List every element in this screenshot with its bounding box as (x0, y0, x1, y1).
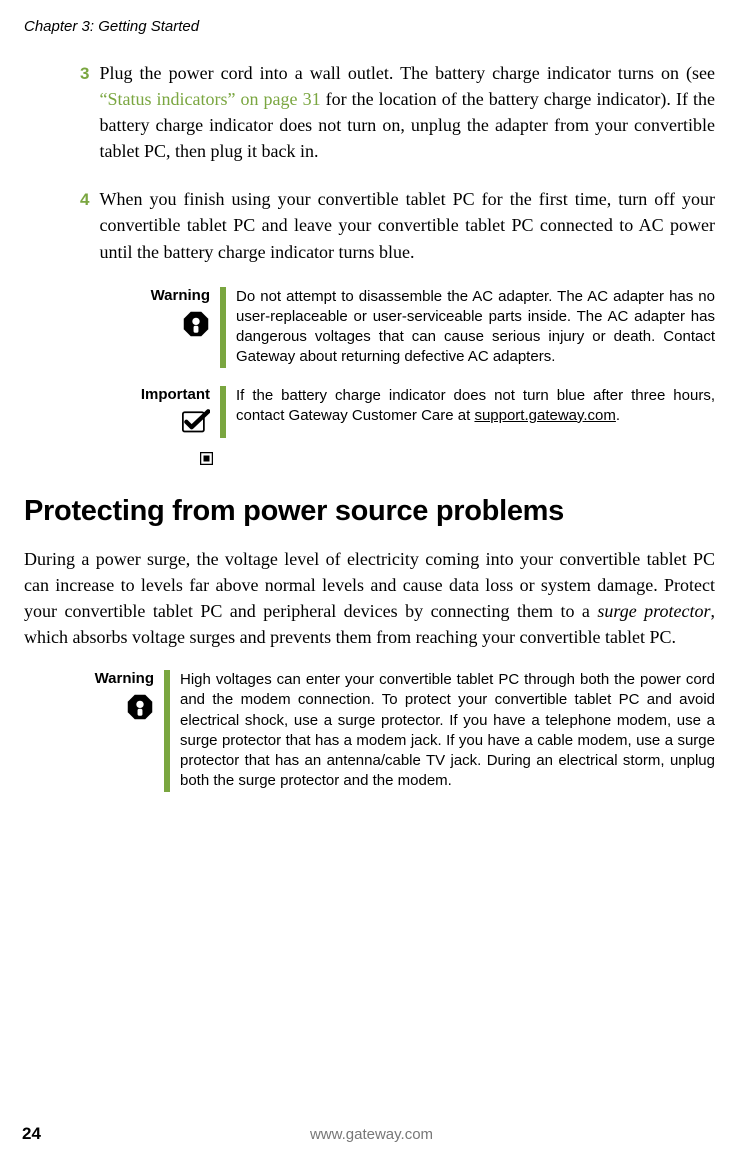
callout-body: Do not attempt to disassemble the AC ada… (226, 287, 715, 368)
warning-callout: Warning High voltages can enter your con… (58, 670, 715, 792)
step-body: Plug the power cord into a wall outlet. … (99, 60, 715, 164)
warning-icon (126, 693, 154, 726)
step-text-pre: Plug the power cord into a wall outlet. … (99, 63, 715, 83)
section-end-icon (200, 452, 213, 465)
callout-body: If the battery charge indicator does not… (226, 386, 715, 438)
page-content: 3 Plug the power cord into a wall outlet… (80, 60, 715, 810)
callout-label: Important (141, 386, 210, 403)
step-4: 4 When you finish using your convertible… (80, 186, 715, 264)
cross-reference-link[interactable]: “Status indicators” on page 31 (99, 89, 320, 109)
step-3: 3 Plug the power cord into a wall outlet… (80, 60, 715, 164)
page-footer: 24 www.gateway.com (0, 1124, 743, 1144)
checkmark-icon (182, 409, 210, 438)
warning-icon (182, 310, 210, 343)
callout-label-col: Important (114, 386, 220, 438)
callout-label-col: Warning (114, 287, 220, 368)
running-head: Chapter 3: Getting Started (24, 18, 199, 35)
step-body: When you finish using your convertible t… (99, 186, 715, 264)
page-number: 24 (22, 1124, 41, 1144)
section-heading: Protecting from power source problems (24, 495, 715, 528)
glossary-term: surge protector (597, 601, 710, 621)
warning-callout: Warning Do not attempt to disassemble th… (114, 287, 715, 368)
callout-body: High voltages can enter your convertible… (170, 670, 715, 792)
support-link[interactable]: support.gateway.com (474, 407, 615, 424)
important-callout: Important If the battery charge indicato… (114, 386, 715, 438)
step-number: 4 (80, 188, 89, 264)
step-number: 3 (80, 62, 89, 164)
footer-url[interactable]: www.gateway.com (310, 1126, 433, 1143)
callout-text-post: . (616, 407, 620, 424)
section-paragraph: During a power surge, the voltage level … (24, 546, 715, 650)
callout-label: Warning (151, 287, 210, 304)
callout-label: Warning (95, 670, 154, 687)
callout-label-col: Warning (58, 670, 164, 792)
